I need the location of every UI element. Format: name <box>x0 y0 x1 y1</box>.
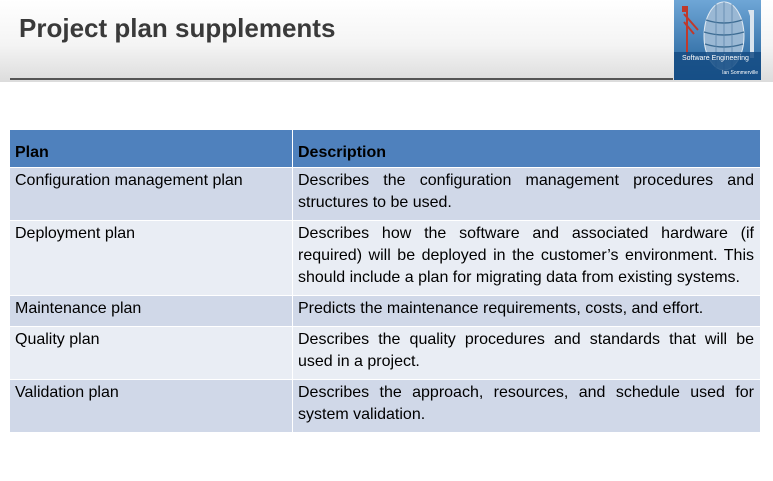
plan-description: Describes the approach, resources, and s… <box>298 384 754 423</box>
title-underline <box>10 78 673 80</box>
book-cover-author: Ian Sommerville <box>722 70 758 76</box>
column-header-description-label: Description <box>298 144 387 161</box>
plan-cell: Maintenance plan <box>9 295 293 327</box>
plan-name: Validation plan <box>15 384 119 401</box>
column-header-plan: Plan <box>9 129 293 168</box>
description-cell: Predicts the maintenance requirements, c… <box>292 295 761 327</box>
slide-header: Project plan supplements Software Engine… <box>0 0 773 82</box>
column-header-description: Description <box>292 129 761 168</box>
table-row: Quality plan Describes the quality proce… <box>9 326 761 380</box>
description-cell: Describes how the software and associate… <box>292 220 761 296</box>
table-row: Validation plan Describes the approach, … <box>9 379 761 433</box>
plan-cell: Deployment plan <box>9 220 293 296</box>
table-row: Deployment plan Describes how the softwa… <box>9 220 761 296</box>
table-header-row: Plan Description <box>9 129 761 168</box>
description-cell: Describes the configuration management p… <box>292 167 761 221</box>
book-cover-title: Software Engineering <box>682 55 749 62</box>
plan-cell: Configuration management plan <box>9 167 293 221</box>
plan-description: Describes how the software and associate… <box>298 225 754 286</box>
plan-cell: Validation plan <box>9 379 293 433</box>
table-row: Maintenance plan Predicts the maintenanc… <box>9 295 761 327</box>
plan-name: Maintenance plan <box>15 300 142 317</box>
plan-name: Quality plan <box>15 331 100 348</box>
description-cell: Describes the quality procedures and sta… <box>292 326 761 380</box>
book-cover-art <box>674 0 761 80</box>
page-title: Project plan supplements <box>19 13 336 43</box>
plan-name: Configuration management plan <box>15 172 243 189</box>
plan-description: Describes the quality procedures and sta… <box>298 331 754 370</box>
plan-description: Describes the configuration management p… <box>298 172 754 211</box>
column-header-plan-label: Plan <box>15 144 49 161</box>
plan-name: Deployment plan <box>15 225 136 242</box>
plans-table: Plan Description Configuration managemen… <box>9 129 761 433</box>
table-row: Configuration management plan Describes … <box>9 167 761 221</box>
plan-cell: Quality plan <box>9 326 293 380</box>
book-cover-image: Software Engineering Ian Sommerville <box>674 0 761 80</box>
description-cell: Describes the approach, resources, and s… <box>292 379 761 433</box>
plan-description: Predicts the maintenance requirements, c… <box>298 300 704 317</box>
